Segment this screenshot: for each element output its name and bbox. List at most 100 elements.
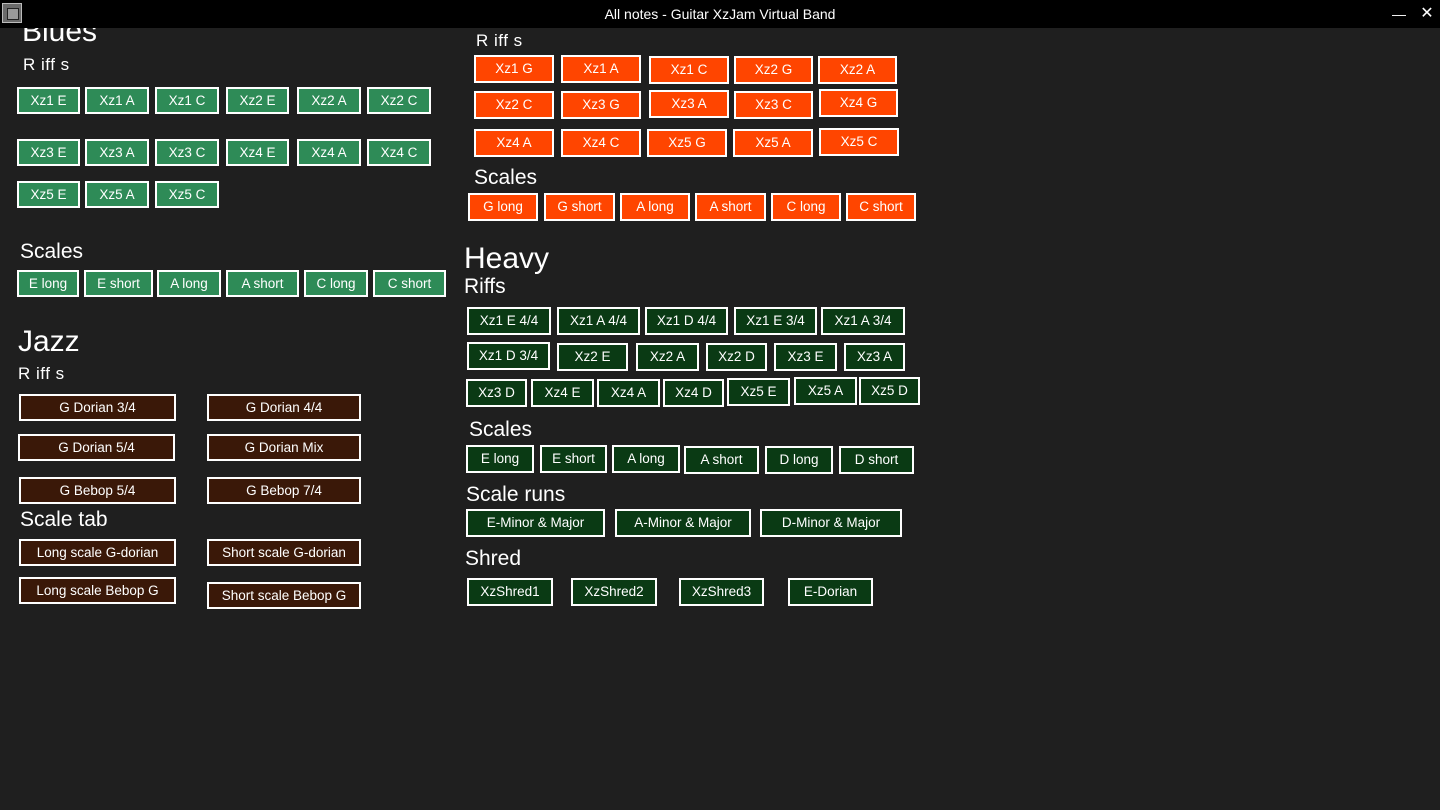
rock-riff-button[interactable]: Xz1 G [474,55,554,83]
rock-riff-button[interactable]: Xz4 G [819,89,898,117]
blues-riff-button[interactable]: Xz5 A [85,181,149,208]
heavy-scale-button[interactable]: A short [684,446,759,474]
rock-riff-button[interactable]: Xz1 C [649,56,729,84]
rock-riff-button[interactable]: Xz5 C [819,128,899,156]
heavy-riff-button[interactable]: Xz3 D [466,379,527,407]
heavy-scale-runs-heading: Scale runs [466,483,566,506]
rock-riff-button[interactable]: Xz3 A [649,90,729,118]
heavy-scale-run-button[interactable]: D-Minor & Major [760,509,902,537]
heavy-scale-button[interactable]: E long [466,445,534,473]
minimize-button[interactable]: — [1392,6,1406,22]
blues-riff-button[interactable]: Xz2 E [226,87,289,114]
blues-riff-button[interactable]: Xz4 C [367,139,431,166]
heavy-riff-button[interactable]: Xz1 D 3/4 [467,342,550,370]
blues-riff-button[interactable]: Xz1 E [17,87,80,114]
heavy-riff-button[interactable]: Xz1 A 4/4 [557,307,640,335]
heavy-riff-button[interactable]: Xz2 D [706,343,767,371]
jazz-riff-button[interactable]: G Bebop 7/4 [207,477,361,504]
heavy-scale-run-button[interactable]: E-Minor & Major [466,509,605,537]
heavy-scale-button[interactable]: A long [612,445,680,473]
blues-riff-button[interactable]: Xz3 E [17,139,80,166]
blues-scale-button[interactable]: E short [84,270,153,297]
blues-riff-button[interactable]: Xz4 A [297,139,361,166]
heavy-riff-button[interactable]: Xz5 D [859,377,920,405]
heavy-scale-button[interactable]: D long [765,446,833,474]
rock-riff-button[interactable]: Xz5 G [647,129,727,157]
heavy-riff-button[interactable]: Xz4 D [663,379,724,407]
blues-riff-button[interactable]: Xz1 A [85,87,149,114]
heavy-scale-button[interactable]: E short [540,445,607,473]
heavy-riff-button[interactable]: Xz4 E [531,379,594,407]
window-title: All notes - Guitar XzJam Virtual Band [604,6,836,22]
rock-riff-button[interactable]: Xz3 G [561,91,641,119]
blues-scale-button[interactable]: A long [157,270,221,297]
heavy-scales-heading: Scales [469,418,533,441]
rock-riff-button[interactable]: Xz5 A [733,129,813,157]
heavy-shred-button[interactable]: E-Dorian [788,578,873,606]
rock-riff-button[interactable]: Xz2 G [734,56,813,84]
rock-riff-button[interactable]: Xz4 A [474,129,554,157]
rock-scale-button[interactable]: A long [620,193,690,221]
rock-riff-button[interactable]: Xz4 C [561,129,641,157]
blues-riff-button[interactable]: Xz5 C [155,181,219,208]
jazz-scale-tab-button[interactable]: Long scale G-dorian [19,539,176,566]
blues-riff-button[interactable]: Xz1 C [155,87,219,114]
heavy-riff-button[interactable]: Xz1 E 4/4 [467,307,551,335]
blues-scales-heading: Scales [20,240,84,263]
rock-riff-button[interactable]: Xz2 C [474,91,554,119]
blues-riff-button[interactable]: Xz2 C [367,87,431,114]
heavy-shred-button[interactable]: XzShred2 [571,578,657,606]
blues-scale-button[interactable]: E long [17,270,79,297]
jazz-title: Jazz [18,325,80,358]
rock-scale-button[interactable]: G short [544,193,615,221]
jazz-riff-button[interactable]: G Dorian 3/4 [19,394,176,421]
blues-riff-button[interactable]: Xz4 E [226,139,289,166]
jazz-riffs-heading: R iff s [18,364,65,383]
blues-scale-button[interactable]: A short [226,270,299,297]
heavy-shred-button[interactable]: XzShred1 [467,578,553,606]
rock-riff-button[interactable]: Xz2 A [818,56,897,84]
heavy-riff-button[interactable]: Xz2 E [557,343,628,371]
rock-riff-button[interactable]: Xz1 A [561,55,641,83]
jazz-riff-button[interactable]: G Dorian 4/4 [207,394,361,421]
blues-riff-button[interactable]: Xz2 A [297,87,361,114]
title-bar: All notes - Guitar XzJam Virtual Band — … [0,0,1440,28]
app-icon[interactable] [2,3,22,23]
heavy-scale-button[interactable]: D short [839,446,914,474]
blues-riff-button[interactable]: Xz3 A [85,139,149,166]
heavy-riff-button[interactable]: Xz5 E [727,378,790,406]
heavy-riffs-heading: Riffs [464,275,506,298]
heavy-riff-button[interactable]: Xz1 A 3/4 [821,307,905,335]
blues-riff-button[interactable]: Xz3 C [155,139,219,166]
jazz-scale-tab-button[interactable]: Short scale G-dorian [207,539,361,566]
jazz-scale-tab-button[interactable]: Short scale Bebop G [207,582,361,609]
rock-scale-button[interactable]: C short [846,193,916,221]
blues-riffs-heading: R iff s [23,55,70,74]
jazz-riff-button[interactable]: G Dorian Mix [207,434,361,461]
rock-scale-button[interactable]: C long [771,193,841,221]
blues-title: Blues [22,28,98,48]
heavy-shred-button[interactable]: XzShred3 [679,578,764,606]
heavy-title: Heavy [464,242,550,275]
jazz-scale-tab-heading: Scale tab [20,508,108,531]
rock-riffs-heading: R iff s [476,31,523,50]
heavy-riff-button[interactable]: Xz5 A [794,377,857,405]
jazz-riff-button[interactable]: G Dorian 5/4 [18,434,175,461]
blues-riff-button[interactable]: Xz5 E [17,181,80,208]
heavy-riff-button[interactable]: Xz3 A [844,343,905,371]
rock-riff-button[interactable]: Xz3 C [734,91,813,119]
heavy-shred-heading: Shred [465,547,522,570]
rock-scale-button[interactable]: G long [468,193,538,221]
heavy-riff-button[interactable]: Xz4 A [597,379,660,407]
jazz-riff-button[interactable]: G Bebop 5/4 [19,477,176,504]
heavy-scale-run-button[interactable]: A-Minor & Major [615,509,751,537]
rock-scale-button[interactable]: A short [695,193,766,221]
blues-scale-button[interactable]: C long [304,270,368,297]
blues-scale-button[interactable]: C short [373,270,446,297]
heavy-riff-button[interactable]: Xz3 E [774,343,837,371]
close-button[interactable]: ✕ [1420,5,1434,22]
heavy-riff-button[interactable]: Xz1 D 4/4 [645,307,728,335]
heavy-riff-button[interactable]: Xz1 E 3/4 [734,307,817,335]
jazz-scale-tab-button[interactable]: Long scale Bebop G [19,577,176,604]
heavy-riff-button[interactable]: Xz2 A [636,343,699,371]
